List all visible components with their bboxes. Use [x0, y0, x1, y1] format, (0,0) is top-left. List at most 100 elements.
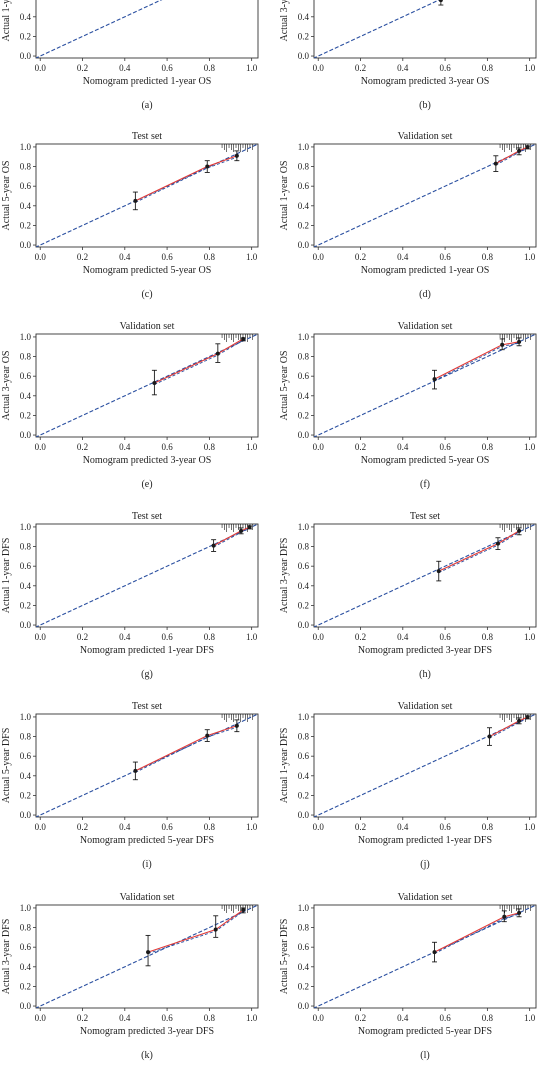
panel-letter: (d): [419, 289, 431, 300]
y-tick-label: 0.6: [298, 371, 310, 381]
y-tick-label: 1.0: [20, 332, 32, 342]
data-point: [436, 569, 441, 574]
y-axis-label: Actual 3-year DFS: [279, 538, 290, 614]
y-tick-label: 1.0: [20, 712, 32, 722]
x-tick-label: 0.8: [482, 632, 494, 642]
calibration-panel: 0.0 0.2 0.4 0.6 0.8 1.0 0.0 0.2 0.4 0.6 0.8 1.0 Vali…: [279, 321, 537, 490]
x-tick-label: 0.8: [204, 63, 216, 73]
reference-line: [314, 144, 536, 247]
calibration-line: [489, 716, 528, 738]
y-tick-label: 1.0: [298, 332, 310, 342]
x-tick-label: 0.8: [204, 822, 216, 832]
x-tick-label: 1.0: [524, 442, 536, 452]
calibration-panel: 0.0 0.2 0.4 0.6 0.8 1.0 0.0 0.2 0.4 0.6 0.8 1.0 Test…: [279, 511, 537, 680]
panel-letter: (l): [420, 1050, 429, 1061]
x-axis-label: Nomogram predicted 3-year OS: [361, 76, 490, 87]
x-axis-label: Nomogram predicted 1-year DFS: [80, 645, 214, 656]
y-tick-label: 0.2: [20, 220, 31, 230]
y-tick-label: 0.8: [298, 542, 310, 552]
calibration-dashed-line: [434, 913, 520, 954]
x-tick-label: 0.6: [439, 632, 451, 642]
x-tick-label: 0.0: [35, 252, 47, 262]
panel-title: Validation set: [398, 131, 453, 142]
calibration-panel: 0.0 0.2 0.4 0.6 0.8 1.0 0.0 0.2 0.4 0.6 0.8 1.0 Vali…: [279, 131, 537, 300]
x-tick-label: 0.8: [204, 442, 216, 452]
x-tick-label: 0.8: [482, 822, 494, 832]
panel-letter: (a): [141, 100, 152, 111]
x-tick-label: 1.0: [246, 632, 258, 642]
x-tick-label: 1.0: [246, 442, 258, 452]
x-tick-label: 1.0: [524, 632, 536, 642]
x-tick-label: 0.8: [482, 1013, 494, 1023]
reference-line: [314, 905, 536, 1008]
data-point: [493, 161, 498, 166]
calibration-dashed-line: [213, 528, 250, 548]
plot-frame: [35, 0, 259, 59]
x-tick-label: 0.2: [77, 822, 88, 832]
data-point: [146, 950, 151, 955]
panel-letter: (b): [419, 100, 431, 111]
y-tick-label: 0.8: [20, 542, 32, 552]
data-point: [500, 342, 505, 347]
x-tick-label: 0.6: [439, 442, 451, 452]
x-axis-label: Nomogram predicted 5-year DFS: [80, 835, 214, 846]
x-tick-label: 0.8: [482, 63, 494, 73]
x-tick-label: 1.0: [524, 822, 536, 832]
calibration-panel: 0.0 0.2 0.4 0.6 0.8 1.0 0.0 0.2 0.4 0.6 0.8 1.0 Vali…: [279, 892, 537, 1061]
x-tick-label: 0.4: [119, 442, 131, 452]
x-tick-label: 0.8: [482, 252, 494, 262]
y-tick-label: 0.2: [20, 790, 31, 800]
y-axis-label: Actual 5-year DFS: [279, 919, 290, 995]
x-tick-label: 1.0: [524, 63, 536, 73]
y-tick-label: 0.8: [20, 352, 32, 362]
data-point: [205, 733, 210, 738]
plot-frame: [35, 904, 259, 1009]
data-point: [247, 524, 252, 529]
data-point: [211, 543, 216, 548]
y-tick-label: 1.0: [298, 712, 310, 722]
x-tick-label: 1.0: [246, 252, 258, 262]
data-point: [517, 148, 522, 153]
x-tick-label: 0.6: [161, 63, 173, 73]
calibration-panel: 0.0 0.2 0.4 0.6 0.8 1.0 0.0 0.2 0.4 0.6 0.8 1.0 Vali…: [1, 321, 259, 490]
y-tick-label: 0.2: [20, 981, 31, 991]
data-point: [133, 768, 138, 773]
y-tick-label: 1.0: [20, 522, 32, 532]
y-tick-label: 0.0: [298, 620, 310, 630]
plot-frame: [35, 523, 259, 628]
calibration-panel: 0.0 0.2 0.4 0.6 0.8 1.0 0.0 0.2 0.4 0.6 0.8 1.0 Test…: [1, 511, 259, 680]
panel-title: Validation set: [120, 892, 175, 903]
y-tick-label: 0.6: [20, 0, 32, 2]
panel-letter: (c): [141, 289, 152, 300]
x-tick-label: 0.4: [397, 1013, 409, 1023]
plot-area: [36, 144, 258, 247]
x-axis-label: Nomogram predicted 5-year OS: [361, 455, 490, 466]
panel-title: Test set: [410, 511, 440, 522]
data-point: [213, 927, 218, 932]
y-tick-label: 1.0: [20, 142, 32, 152]
y-tick-label: 0.2: [20, 31, 31, 41]
x-tick-label: 0.0: [35, 63, 47, 73]
plot-frame: [313, 523, 537, 628]
y-tick-label: 0.0: [20, 51, 32, 61]
plot-frame: [35, 333, 259, 438]
panel-letter: (i): [142, 859, 151, 870]
panel-letter: (h): [419, 669, 431, 680]
plot-area: [314, 905, 536, 1008]
reference-line: [314, 334, 536, 437]
y-tick-label: 0.6: [298, 751, 310, 761]
y-tick-label: 0.8: [20, 732, 32, 742]
y-tick-label: 0.6: [20, 942, 32, 952]
y-tick-label: 0.4: [20, 962, 32, 972]
plot-frame: [313, 0, 537, 59]
y-tick-label: 0.8: [20, 923, 32, 933]
panel-title: Test set: [132, 701, 162, 712]
panel-letter: (f): [420, 479, 430, 490]
x-tick-label: 0.0: [313, 822, 325, 832]
plot-frame: [313, 333, 537, 438]
data-point: [432, 950, 437, 955]
y-tick-label: 1.0: [298, 522, 310, 532]
data-point: [487, 734, 492, 739]
plot-area: [36, 0, 163, 58]
y-tick-label: 0.2: [298, 410, 309, 420]
